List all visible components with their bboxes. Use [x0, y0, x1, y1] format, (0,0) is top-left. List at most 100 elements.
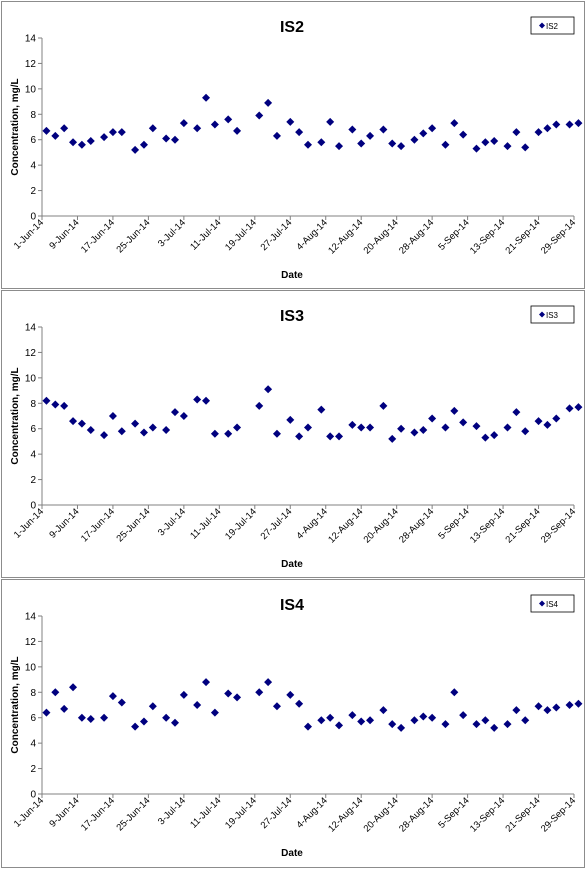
data-point — [348, 711, 357, 720]
data-point — [388, 434, 397, 443]
data-point — [286, 117, 295, 126]
y-axis-label: Concentration, mg/L — [10, 78, 21, 175]
data-point — [503, 720, 512, 729]
data-point — [459, 130, 468, 139]
data-point — [139, 717, 148, 726]
x-tick-label: 17-Jun-14 — [79, 217, 117, 255]
data-point — [379, 125, 388, 134]
data-point — [503, 423, 512, 432]
data-point — [534, 702, 543, 711]
data-point — [193, 124, 202, 133]
data-point — [397, 142, 406, 151]
data-point — [490, 723, 499, 732]
data-point — [472, 144, 481, 153]
data-point — [171, 408, 179, 417]
data-point — [441, 720, 450, 729]
data-point — [171, 135, 179, 144]
legend-label: IS3 — [546, 311, 559, 320]
data-point — [459, 711, 468, 720]
y-axis-label: Concentration, mg/L — [10, 367, 21, 464]
data-point — [131, 419, 140, 428]
y-tick-label: 10 — [25, 373, 37, 384]
data-series — [42, 385, 583, 443]
data-point — [521, 143, 530, 152]
data-point — [388, 139, 397, 148]
x-tick-label: 20-Aug-14 — [362, 217, 401, 256]
data-point — [86, 425, 95, 434]
y-tick-label: 4 — [30, 450, 36, 461]
x-tick-label: 25-Jun-14 — [114, 506, 152, 544]
y-tick-label: 8 — [30, 688, 36, 699]
y-tick-label: 0 — [30, 212, 36, 223]
legend-label: IS2 — [546, 22, 559, 31]
data-point — [69, 683, 78, 692]
chart-title: IS2 — [280, 19, 304, 36]
data-point — [335, 142, 344, 151]
data-point — [51, 400, 60, 409]
data-point — [441, 140, 450, 149]
x-tick-label: 9-Jun-14 — [47, 506, 81, 540]
x-tick-label: 12-Aug-14 — [326, 506, 365, 545]
x-tick-label: 27-Jul-14 — [259, 217, 295, 253]
data-point — [193, 395, 202, 404]
legend-box — [530, 16, 575, 35]
data-point — [481, 138, 490, 147]
x-tick-label: 28-Aug-14 — [397, 506, 436, 545]
y-tick-label: 14 — [25, 34, 37, 45]
data-point — [565, 701, 574, 709]
x-tick-label: 21-Sep-14 — [503, 795, 542, 834]
data-point — [521, 716, 530, 725]
y-tick-label: 10 — [25, 84, 37, 95]
data-point — [397, 723, 406, 732]
data-point — [117, 128, 126, 137]
data-point — [565, 404, 574, 413]
x-tick-label: 5-Sep-14 — [436, 506, 471, 541]
data-point — [179, 119, 188, 128]
x-tick-label: 13-Sep-14 — [468, 795, 507, 834]
data-point — [450, 119, 459, 128]
x-tick-label: 4-Aug-14 — [294, 217, 329, 252]
data-point — [86, 136, 95, 145]
chart-panel-is4: IS4 IS4 0 2 4 6 8 10 12 14 1-Jun-14 9-Jun-14 17-Jun-… — [1, 579, 585, 868]
x-tick-label: 19-Jul-14 — [223, 506, 259, 542]
x-tick-label: 28-Aug-14 — [397, 217, 436, 256]
data-point — [60, 401, 69, 410]
x-tick-label: 3-Jul-14 — [156, 217, 188, 249]
x-tick-label: 29-Sep-14 — [539, 506, 578, 545]
data-point — [388, 720, 397, 729]
data-point — [410, 716, 419, 725]
x-tick-label: 12-Aug-14 — [326, 795, 365, 834]
data-point — [108, 692, 117, 701]
x-tick-label: 17-Jun-14 — [79, 506, 117, 544]
data-point — [428, 713, 437, 722]
data-point — [357, 139, 366, 148]
data-point — [272, 131, 281, 140]
data-point — [552, 120, 561, 129]
data-point — [490, 136, 499, 145]
data-point — [326, 432, 335, 441]
data-point — [264, 385, 273, 394]
chart-panel-is3: IS3 IS3 0 2 4 6 8 10 12 14 1-Jun-14 9-Jun-14 17-Jun-… — [1, 290, 585, 578]
data-series — [42, 93, 583, 154]
data-point — [543, 420, 552, 429]
data-point — [202, 93, 211, 102]
data-point — [317, 405, 326, 414]
data-point — [51, 131, 60, 140]
data-point — [108, 128, 117, 137]
data-point — [366, 716, 375, 725]
data-point — [410, 135, 419, 144]
data-point — [428, 124, 437, 133]
x-tick-label: 3-Jul-14 — [156, 506, 188, 538]
x-tick-label: 19-Jul-14 — [223, 795, 259, 831]
y-tick-label: 10 — [25, 662, 37, 673]
data-point — [419, 712, 428, 721]
data-point — [379, 401, 388, 410]
legend: IS2 — [530, 16, 575, 35]
x-tick-label: 4-Aug-14 — [294, 795, 329, 830]
data-point — [317, 716, 326, 725]
legend-marker — [539, 600, 545, 607]
data-point — [100, 431, 109, 440]
data-point — [255, 688, 264, 697]
data-point — [512, 128, 521, 137]
data-point — [77, 713, 86, 722]
